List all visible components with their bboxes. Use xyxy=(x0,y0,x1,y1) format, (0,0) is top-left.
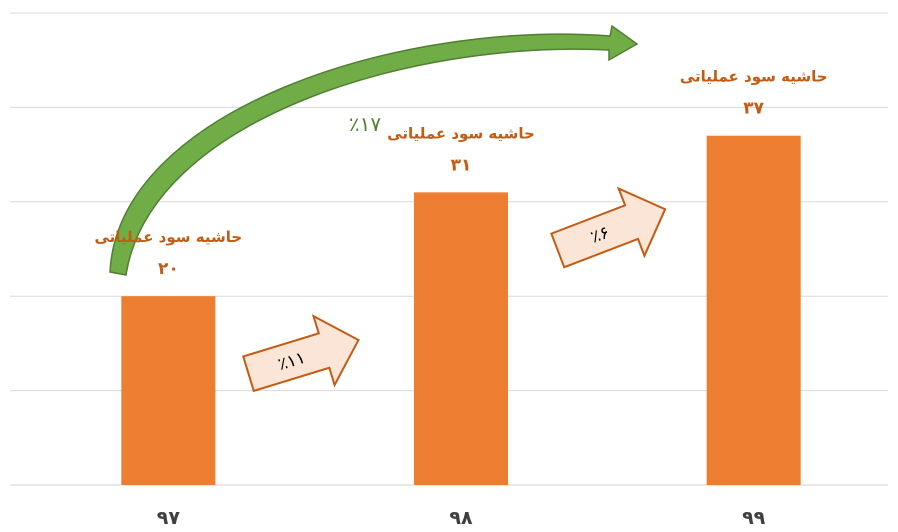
bar-2 xyxy=(414,192,508,486)
x-tick-label: ۹۸ xyxy=(449,507,473,529)
data-label-value: ۳۱ xyxy=(451,155,472,175)
data-label-title: حاشیه سود عملیاتی xyxy=(680,68,828,86)
bar-1 xyxy=(121,296,216,485)
bars xyxy=(121,135,801,486)
x-axis-ticks: ۹۷ ۹۸ ۹۹ xyxy=(157,507,766,529)
growth-annotation-97-98: ٪۱۱ xyxy=(241,314,360,393)
overall-growth-annotation: ٪۱۷ xyxy=(109,24,639,276)
x-tick-label: ۹۷ xyxy=(157,507,181,529)
data-label-title: حاشیه سود عملیاتی xyxy=(387,124,535,142)
growth-annotation-98-99: ٪۶ xyxy=(550,186,667,269)
data-label-title: حاشیه سود عملیاتی xyxy=(94,228,242,246)
overall-growth-label: ٪۱۷ xyxy=(349,112,381,136)
x-tick-label: ۹۹ xyxy=(742,507,766,529)
bar-3 xyxy=(706,135,801,485)
overall-growth-arrow xyxy=(109,24,639,276)
data-label-value: ۳۷ xyxy=(743,99,764,119)
data-label-value: ۲۰ xyxy=(158,259,179,279)
growth-arrow-97-98 xyxy=(241,314,360,393)
growth-arrow-98-99 xyxy=(550,186,667,269)
data-labels: حاشیه سود عملیاتی ۲۰ حاشیه سود عملیاتی ۳۱ حا… xyxy=(94,68,827,279)
